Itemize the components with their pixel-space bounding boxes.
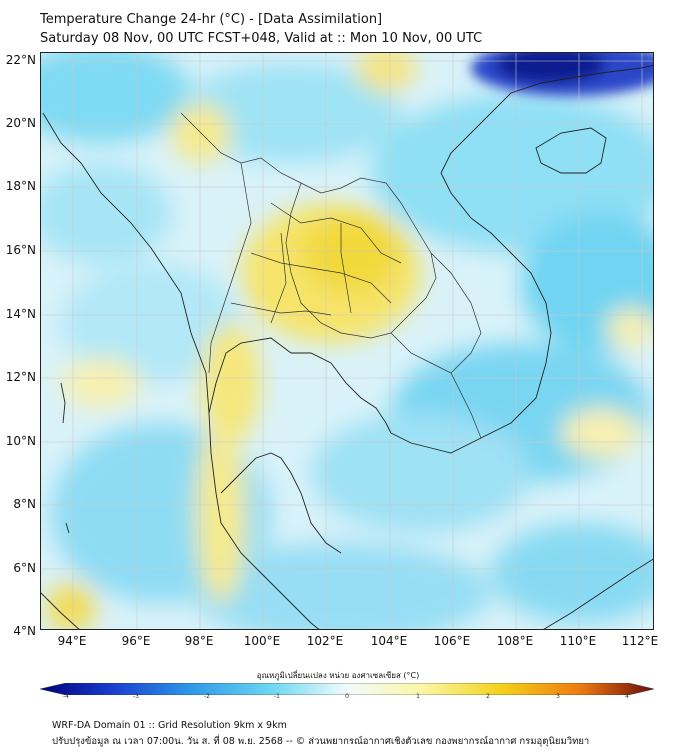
lon-label: 94°E	[57, 634, 87, 648]
lon-label: 108°E	[496, 634, 534, 648]
coastlines	[41, 64, 653, 629]
borders	[180, 112, 482, 439]
lat-label: 18°N	[5, 179, 36, 193]
footer-model-info: WRF-DA Domain 01 :: Grid Resolution 9km …	[52, 720, 287, 731]
lon-label: 96°E	[121, 634, 151, 648]
graticule	[41, 53, 653, 629]
cold-anomaly	[471, 53, 653, 96]
colorbar-tick: -4	[63, 693, 69, 700]
lat-label: 6°N	[13, 561, 36, 575]
temperature-field	[41, 53, 653, 629]
lon-label: 106°E	[433, 634, 471, 648]
lon-label: 104°E	[370, 634, 408, 648]
lon-label: 102°E	[306, 634, 344, 648]
lat-label: 10°N	[5, 434, 36, 448]
lat-label: 4°N	[13, 624, 36, 638]
colorbar-tick: 0	[345, 693, 349, 700]
lat-label: 22°N	[5, 53, 36, 67]
lon-label: 110°E	[559, 634, 597, 648]
colorbar-title: อุณหภูมิเปลี่ยนแปลง หน่วย องศาเซลเซียส (…	[256, 671, 420, 680]
lat-label: 16°N	[5, 243, 36, 257]
lat-label: 8°N	[13, 497, 36, 511]
lon-label: 100°E	[243, 634, 281, 648]
colorbar-tick: -3	[133, 693, 139, 700]
footer-credit: ปรับปรุงข้อมูล ณ เวลา 07:00น. วัน ส. ที่…	[52, 736, 590, 747]
colorbar-tick: 3	[556, 693, 560, 700]
colorbar-tick: -2	[204, 693, 210, 700]
map-subtitle: Saturday 08 Nov, 00 UTC FCST+048, Valid …	[40, 31, 483, 46]
colorbar-tick: 1	[416, 693, 420, 700]
colorbar-tick: -1	[274, 693, 280, 700]
map-title: Temperature Change 24-hr (°C) - [Data As…	[40, 12, 383, 27]
lat-label: 12°N	[5, 370, 36, 384]
colorbar	[39, 680, 655, 696]
colorbar-tick: 4	[625, 693, 629, 700]
lon-label: 112°E	[621, 634, 659, 648]
temperature-change-map	[40, 52, 654, 630]
lat-label: 20°N	[5, 116, 36, 130]
colorbar-tick: 2	[486, 693, 490, 700]
lat-label: 14°N	[5, 307, 36, 321]
lon-label: 98°E	[184, 634, 214, 648]
map-canvas	[41, 53, 653, 629]
